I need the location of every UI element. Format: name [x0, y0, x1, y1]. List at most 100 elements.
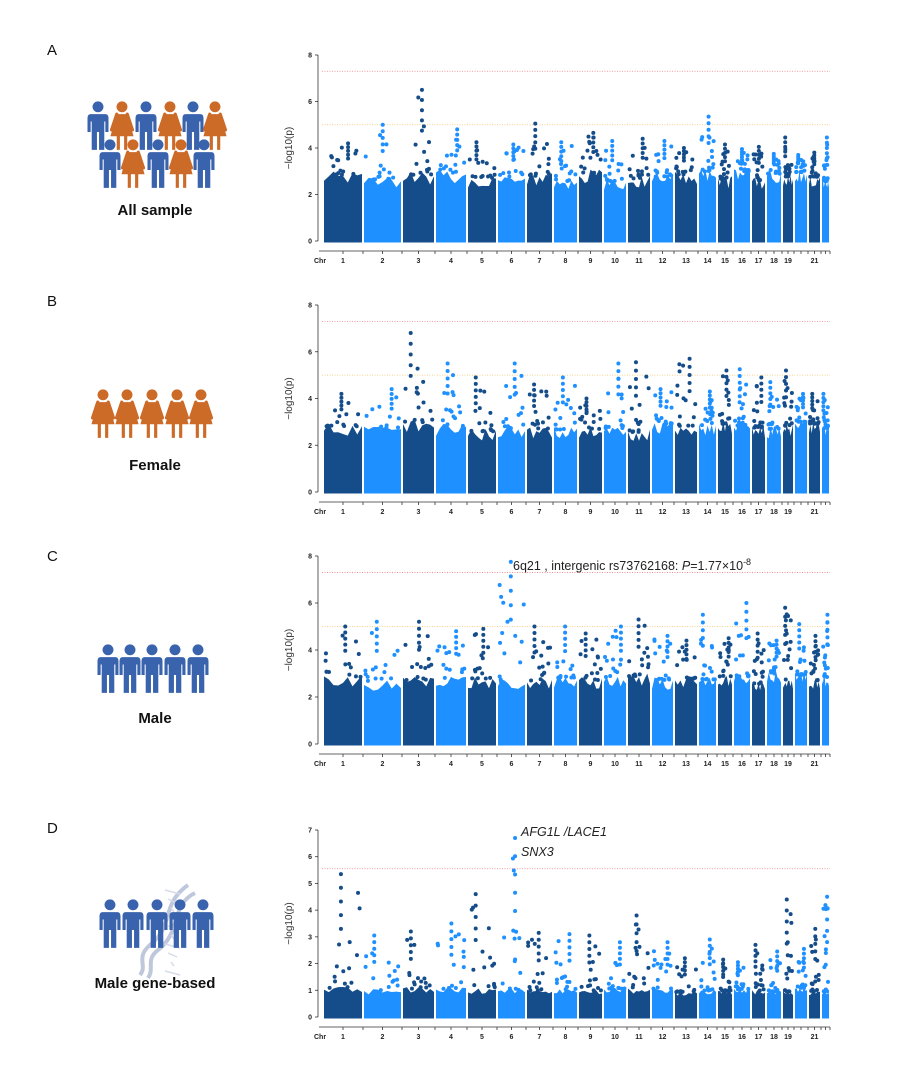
- snp-point: [721, 968, 726, 973]
- snp-point: [825, 940, 830, 945]
- y-tick-label: 0: [308, 490, 312, 497]
- snp-point: [815, 421, 820, 426]
- x-tick-label-chr-7: 7: [538, 761, 542, 768]
- x-tick-label-chr-8: 8: [564, 509, 568, 516]
- panel-letter-b: B: [47, 293, 58, 310]
- snp-point: [597, 951, 602, 956]
- snp-point: [725, 170, 730, 175]
- x-tick-label-chr-1: 1: [341, 258, 345, 265]
- dense-points-chr-14: [699, 989, 716, 1019]
- chromosome-2-points: [364, 387, 401, 494]
- peak-point: [744, 601, 749, 605]
- snp-point: [384, 423, 389, 428]
- snp-point: [681, 158, 686, 163]
- snp-point: [700, 167, 705, 172]
- snp-point: [414, 161, 419, 166]
- snp-point: [394, 395, 399, 400]
- snp-point: [603, 655, 608, 660]
- dense-points-chr-6: [498, 177, 525, 243]
- dense-points-chr-10: [604, 987, 626, 1019]
- snp-point: [342, 981, 347, 986]
- snp-point: [699, 423, 704, 428]
- snp-point: [449, 152, 454, 157]
- snp-point: [620, 423, 625, 428]
- snp-point: [440, 418, 445, 423]
- snp-point: [389, 392, 394, 397]
- head: [187, 101, 199, 113]
- snp-point: [472, 983, 477, 988]
- body: [99, 152, 121, 188]
- snp-point: [449, 944, 454, 949]
- snp-point: [788, 618, 793, 623]
- snp-point: [700, 620, 705, 625]
- snp-point: [646, 386, 651, 391]
- snp-point: [726, 654, 731, 659]
- peak-point: [567, 932, 572, 937]
- chromosome-17-points: [751, 375, 765, 494]
- body: [147, 152, 169, 188]
- snp-point: [721, 673, 726, 678]
- dense-points-chr-5: [468, 677, 496, 746]
- peak-point: [784, 897, 789, 902]
- snp-point: [654, 169, 659, 174]
- chromosome-17-points: [751, 144, 765, 243]
- snp-point: [815, 988, 820, 993]
- head: [169, 644, 181, 656]
- snp-point: [618, 630, 623, 635]
- head: [197, 899, 209, 911]
- snp-point: [797, 672, 802, 677]
- snp-point: [560, 387, 565, 392]
- male-person-icon: [147, 139, 169, 188]
- dense-points-chr-14: [699, 423, 716, 494]
- male-person-icon: [99, 899, 121, 948]
- snp-point: [444, 153, 449, 158]
- snp-point: [387, 170, 392, 175]
- snp-point: [473, 394, 478, 399]
- snp-point: [709, 946, 714, 951]
- x-tick-label-chr-16: 16: [738, 509, 746, 516]
- peak-point: [474, 140, 479, 145]
- x-tick-label-chr-21: 21: [811, 1034, 819, 1041]
- snp-point: [662, 147, 667, 152]
- snp-point: [755, 168, 760, 173]
- chromosome-13-points: [674, 146, 697, 243]
- snp-point: [825, 635, 830, 640]
- female-person-icon: [139, 389, 165, 438]
- dense-points-chr-19: [783, 424, 793, 494]
- male-person-icon: [193, 139, 215, 188]
- snp-point: [540, 672, 545, 677]
- snp-point: [808, 415, 813, 420]
- annotation-d-gene-2: SNX3: [521, 845, 554, 859]
- snp-point: [655, 977, 660, 982]
- snp-point: [604, 658, 609, 663]
- snp-point: [707, 943, 712, 948]
- snp-point: [825, 424, 830, 429]
- snp-point: [662, 156, 667, 161]
- snp-point: [339, 172, 344, 177]
- snp-point: [822, 418, 827, 423]
- snp-point: [333, 979, 338, 984]
- snp-point: [737, 986, 742, 991]
- arms: [139, 400, 165, 420]
- snp-point: [520, 405, 525, 410]
- chromosome-1-points: [324, 872, 362, 1019]
- snp-point: [735, 423, 740, 428]
- snp-point: [343, 630, 348, 635]
- leg: [124, 135, 128, 150]
- snp-point: [812, 162, 817, 167]
- snp-point: [786, 174, 791, 179]
- snp-point: [789, 399, 794, 404]
- snp-point: [597, 426, 602, 431]
- snp-point: [707, 393, 712, 398]
- peak-point: [801, 391, 806, 396]
- x-tick-label-chr-13: 13: [682, 1034, 690, 1041]
- snp-point: [783, 618, 788, 623]
- snp-point: [718, 655, 723, 660]
- peak-point: [481, 626, 486, 631]
- snp-point: [821, 395, 826, 400]
- snp-point: [502, 424, 507, 429]
- snp-point: [644, 156, 649, 161]
- dense-points-chr-21: [809, 990, 820, 1019]
- snp-point: [453, 934, 458, 939]
